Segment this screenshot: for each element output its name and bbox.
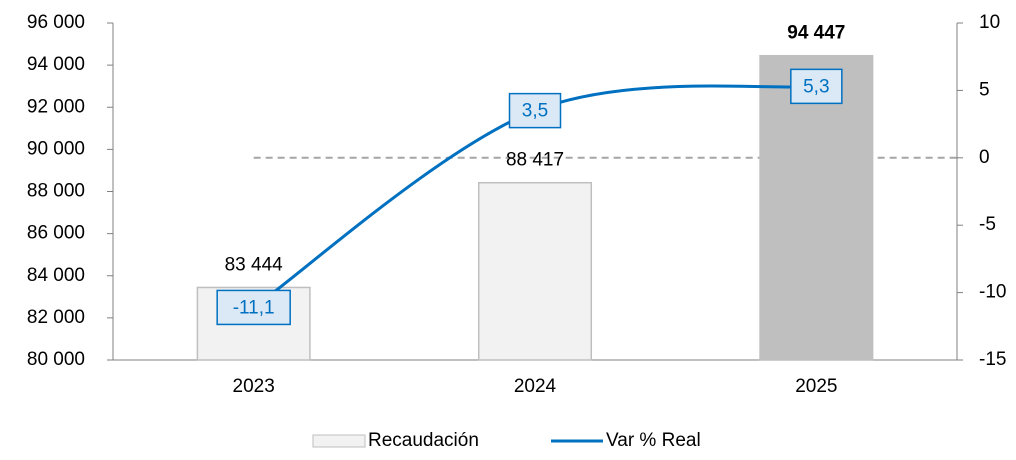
line-label-box xyxy=(790,68,843,105)
x-tick-label: 2025 xyxy=(795,376,837,397)
line-label-box xyxy=(216,289,291,326)
y-tick-label: 96 000 xyxy=(27,12,85,33)
legend-swatch xyxy=(312,434,366,448)
y-tick-label: 86 000 xyxy=(27,223,85,244)
y2-tick-label: -15 xyxy=(979,349,1006,370)
y-tick-label: 84 000 xyxy=(27,265,85,286)
y2-tick-label: 0 xyxy=(979,147,990,168)
legend-label: Var % Real xyxy=(606,430,701,451)
x-tick-label: 2023 xyxy=(233,376,275,397)
line-value-label: -11,1 xyxy=(233,297,275,318)
line-label-box xyxy=(508,92,562,129)
y-tick-label: 82 000 xyxy=(27,307,85,328)
line-value-label: 3,5 xyxy=(522,101,548,122)
bar xyxy=(759,54,874,361)
y-tick-label: 92 000 xyxy=(27,96,85,117)
bar xyxy=(477,181,593,361)
y-tick-label: 88 000 xyxy=(27,181,85,202)
y2-tick-label: 10 xyxy=(979,12,1000,33)
line-value-label: 5,3 xyxy=(803,76,829,97)
legend-label: Recaudación xyxy=(368,430,479,451)
y-tick-label: 90 000 xyxy=(27,138,85,159)
y2-tick-label: 5 xyxy=(979,79,990,100)
x-tick-label: 2024 xyxy=(514,376,557,397)
bar-value-label: 88 417 xyxy=(506,150,564,171)
bar-value-label: 83 444 xyxy=(225,254,284,275)
y2-tick-label: -5 xyxy=(979,214,996,235)
y-tick-label: 80 000 xyxy=(27,349,85,370)
bar-value-label: 94 447 xyxy=(787,23,845,44)
y-tick-label: 94 000 xyxy=(27,54,85,75)
y2-tick-label: -10 xyxy=(979,282,1006,303)
